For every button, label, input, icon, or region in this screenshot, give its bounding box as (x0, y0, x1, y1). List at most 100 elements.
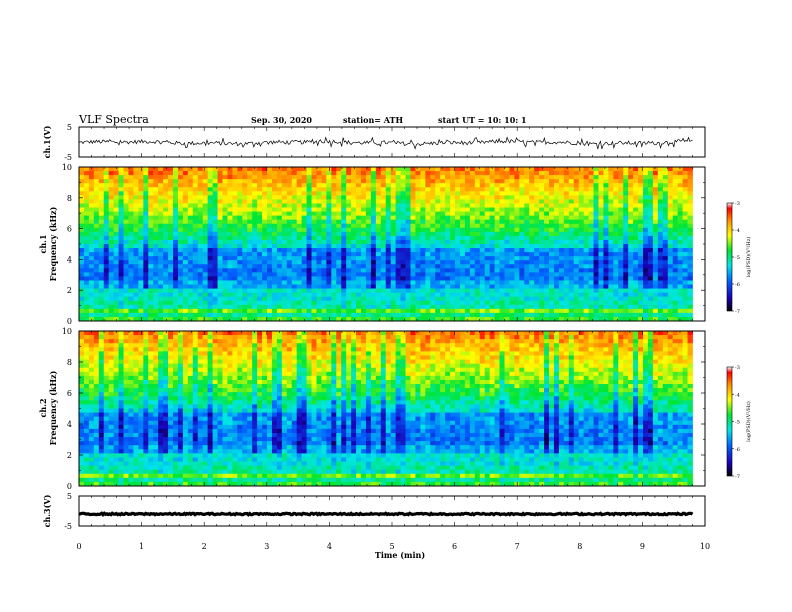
spectrogram-cell (158, 231, 164, 237)
spectrogram-cell (405, 300, 411, 306)
spectrogram-cell (346, 211, 352, 217)
spectrogram-cell (450, 296, 456, 302)
spectrogram-cell (578, 203, 585, 208)
spectrogram-cell (267, 260, 273, 265)
spectrogram-cell (202, 199, 209, 204)
spectrogram-cell (321, 207, 327, 212)
spectrogram-cell (192, 195, 199, 200)
spectrogram-cell (504, 191, 510, 196)
spectrogram-cell (133, 167, 139, 172)
spectrogram-cell (128, 256, 134, 261)
spectrogram-cell (98, 211, 105, 217)
spectrogram-cell (420, 252, 426, 257)
spectrogram-cell (123, 244, 129, 249)
spectrogram-cell (390, 280, 397, 285)
spectrogram-cell (336, 304, 342, 310)
spectrogram-cell (450, 215, 456, 221)
spectrogram-cell (593, 304, 599, 310)
spectrogram-cell (415, 199, 421, 204)
spectrogram-cell (484, 211, 491, 217)
spectrogram-cell (217, 167, 223, 172)
spectrogram-cell (544, 211, 550, 217)
spectrogram-cell (232, 239, 238, 245)
spectrogram-cell (410, 288, 416, 294)
spectrogram-cell (544, 207, 550, 212)
spectrogram-cell (375, 252, 382, 257)
spectrogram-cell (667, 179, 674, 184)
spectrogram-cell (583, 252, 589, 257)
spectrogram-cell (539, 256, 545, 261)
spectrogram-cell (341, 167, 347, 172)
spectrogram-cell (553, 312, 560, 318)
spectrogram-cell (435, 244, 441, 249)
spectrogram-cell (281, 219, 288, 225)
spectrogram-cell (499, 276, 505, 281)
spectrogram-cell (103, 239, 110, 245)
spectrogram-cell (662, 179, 669, 184)
spectrogram-cell (286, 288, 293, 294)
spectrogram-cell (351, 264, 357, 269)
spectrogram-cell (331, 227, 337, 233)
spectrogram-cell (356, 211, 362, 217)
spectrogram-cell (222, 244, 228, 249)
spectrogram-cell (400, 195, 406, 200)
spectrogram-cell (687, 235, 693, 241)
spectrogram-cell (291, 227, 298, 233)
spectrogram-cell (163, 235, 169, 241)
spectrogram-cell (252, 272, 258, 277)
spectrogram-cell (440, 256, 446, 261)
spectrogram-cell (168, 175, 174, 180)
spectrogram-cell (88, 215, 95, 221)
spectrogram-cell (158, 304, 164, 310)
spectrogram-cell (563, 304, 570, 310)
spectrogram-cell (207, 260, 213, 265)
spectrogram-cell (222, 300, 228, 306)
spectrogram-cell (306, 227, 312, 233)
spectrogram-cell (207, 191, 213, 196)
spectrogram-cell (420, 191, 426, 196)
spectrogram-cell (227, 244, 233, 249)
spectrogram-cell (583, 199, 589, 204)
spectrogram-cell (464, 252, 471, 257)
spectrogram-cell (667, 252, 674, 257)
spectrogram-cell (177, 296, 184, 302)
spectrogram-cell (638, 211, 644, 217)
colorbar-tick-label: -7 (735, 309, 740, 315)
spectrogram-cell (643, 179, 649, 184)
spectrogram-cell (177, 248, 184, 253)
spectrogram-cell (415, 304, 421, 310)
spectrogram-cell (252, 231, 258, 237)
spectrogram-cell (633, 248, 639, 253)
spectrogram-cell (593, 256, 599, 261)
spectrogram-cell (341, 215, 347, 221)
spectrogram-cell (519, 167, 525, 172)
spectrogram-cell (479, 179, 486, 184)
spectrogram-cell (207, 227, 213, 233)
spectrogram-cell (158, 187, 164, 192)
spectrogram-cell (331, 203, 337, 208)
spectrogram-cell (286, 219, 293, 225)
spectrogram-cell (618, 264, 624, 269)
spectrogram-cell (356, 260, 362, 265)
spectrogram-cell (153, 316, 159, 322)
spectrogram-cell (628, 308, 634, 314)
spectrogram-cell (173, 312, 179, 318)
spectrogram-cell (173, 219, 179, 225)
spectrogram-cell (425, 264, 431, 269)
spectrogram-cell (217, 219, 223, 225)
spectrogram-cell (177, 284, 184, 289)
spectrogram-cell (573, 227, 580, 233)
spectrogram-cell (539, 171, 545, 176)
spectrogram-cell (400, 260, 406, 265)
spectrogram-cell (643, 227, 649, 233)
spectrogram-cell (499, 244, 505, 249)
spectrogram-cell (593, 300, 599, 306)
spectrogram-cell (405, 248, 411, 253)
spectrogram-cell (677, 304, 683, 310)
spectrogram-cell (93, 235, 100, 241)
spectrogram-cell (212, 207, 218, 212)
spectrogram-cell (187, 331, 194, 336)
spectrogram-cell (326, 252, 332, 257)
spectrogram-cell (400, 207, 406, 212)
spectrogram-cell (464, 187, 471, 192)
